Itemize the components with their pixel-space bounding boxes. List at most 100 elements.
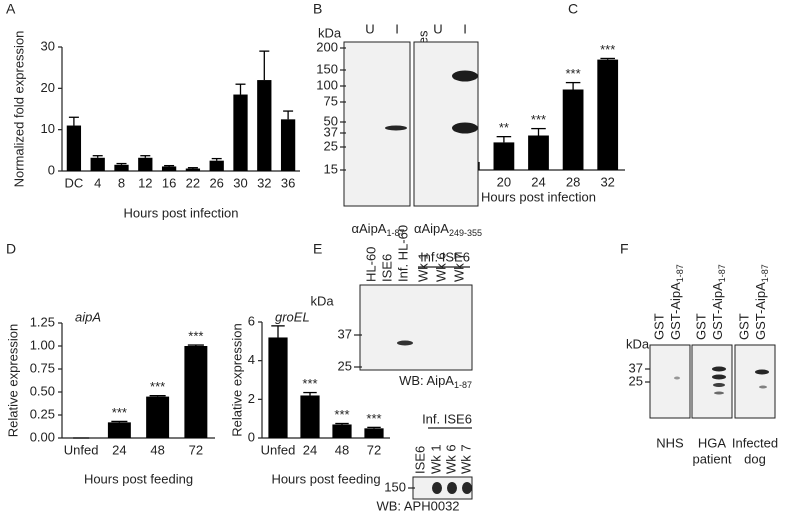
bar [300, 395, 320, 438]
error-bar [187, 167, 198, 169]
error-bar [140, 155, 151, 158]
bar [107, 422, 131, 438]
wb-label-main: WB: AipA [399, 373, 454, 388]
blot [649, 344, 691, 419]
x-axis-label: Hours post infection [124, 205, 239, 220]
x-tick-label: 4 [94, 175, 101, 190]
blot-band [452, 70, 478, 82]
x-tick-label: 36 [281, 175, 295, 190]
panel-label: F [620, 241, 629, 257]
x-tick-label: 8 [118, 175, 125, 190]
blot-band [462, 482, 472, 494]
lane-label-main: GST-AipA [668, 282, 683, 340]
significance-label: *** [188, 329, 203, 344]
y-tick-label: 0.75 [30, 360, 55, 375]
lane-label-sub: 1-87 [675, 264, 685, 282]
group-label: Inf. ISE6 [420, 249, 470, 264]
caption: patient [692, 451, 731, 466]
lane-label: I [463, 21, 467, 36]
antibody-label-main: αAipA [414, 221, 449, 236]
x-tick-label: 24 [112, 442, 126, 457]
error-bar [111, 420, 128, 423]
blot-band [397, 340, 413, 346]
y-tick-label: 0.25 [30, 406, 55, 421]
lane-label: GST-AipA1-87 [668, 264, 685, 340]
significance-label: *** [334, 407, 349, 422]
x-tick-label: 20 [497, 174, 511, 189]
y-axis-label: Relative expression [5, 324, 20, 437]
error-bar [531, 127, 546, 136]
wb-label-sub: 1-87 [454, 380, 472, 390]
blot [691, 344, 733, 419]
y-tick-label: 1.00 [30, 337, 55, 352]
y-tick-label: 4 [248, 352, 255, 367]
significance-label: *** [150, 379, 165, 394]
bar [268, 337, 288, 438]
y-tick-label: 0.00 [30, 429, 55, 444]
lane-label: Wk 6 [443, 444, 458, 474]
chart-title: groEL [275, 309, 310, 324]
bar [528, 135, 549, 170]
y-axis-label: Normalized fold expression [11, 31, 26, 188]
blot-band [759, 385, 767, 389]
lane-label: Wk 7 [458, 444, 473, 474]
x-tick-label: 48 [150, 442, 164, 457]
error-bar [496, 135, 512, 143]
y-tick-label: 20 [41, 80, 55, 95]
error-bar [565, 81, 581, 90]
x-tick-label: 28 [566, 174, 580, 189]
caption: NHS [656, 435, 684, 450]
y-tick-label: 0 [248, 429, 255, 444]
blot [734, 344, 776, 419]
error-bar [271, 325, 285, 338]
y-tick-label: 6 [248, 313, 255, 328]
blot-band [674, 376, 680, 380]
error-bar [68, 116, 79, 126]
x-tick-label: 30 [233, 175, 247, 190]
error-bar [187, 344, 204, 346]
marker-label: 25 [324, 138, 338, 153]
error-bar [164, 164, 175, 167]
error-bar [211, 157, 222, 161]
lane-label: HL-60 [363, 247, 378, 282]
bar [185, 168, 201, 171]
marker-label: 150 [384, 479, 406, 494]
x-tick-label: 24 [531, 174, 545, 189]
y-tick-label: 0.50 [30, 383, 55, 398]
lane-label: GST-AipA1-87 [710, 264, 727, 340]
chart-title: aipA [75, 309, 101, 324]
x-tick-label: 72 [189, 442, 203, 457]
error-bar [303, 391, 317, 396]
lane-label: ISE6 [379, 254, 394, 282]
unit-label: kDa [626, 336, 650, 351]
significance-label: ** [499, 120, 509, 135]
significance-label: *** [302, 376, 317, 391]
y-tick-label: 2 [248, 391, 255, 406]
x-tick-label: 32 [600, 174, 614, 189]
x-tick-label: Unfed [64, 442, 99, 457]
significance-label: *** [366, 411, 381, 426]
group-label: Inf. ISE6 [422, 411, 472, 426]
unit-label: kDa [310, 293, 334, 308]
bar [364, 428, 384, 438]
x-tick-label: DC [65, 175, 84, 190]
bar [597, 59, 619, 170]
antibody-label-sub: 249-355 [449, 228, 482, 238]
marker-label: 37 [324, 124, 338, 139]
marker-label: 75 [324, 93, 338, 108]
error-bar [92, 155, 103, 158]
antibody-label: αAipA249-355 [414, 221, 482, 238]
marker-label: 150 [316, 61, 338, 76]
error-bar [235, 83, 246, 95]
blot [359, 284, 473, 371]
error-bar [335, 422, 349, 425]
significance-label: *** [566, 66, 581, 81]
marker-label: 37 [629, 360, 643, 375]
antibody-label-sub: 1-87 [386, 228, 404, 238]
y-tick-label: 1.25 [30, 314, 55, 329]
x-tick-label: Unfed [261, 442, 296, 457]
lane-label: GST [693, 313, 708, 340]
lane-label-sub: 1-87 [760, 264, 770, 282]
lane-label: Inf. HL-60 [395, 225, 410, 282]
